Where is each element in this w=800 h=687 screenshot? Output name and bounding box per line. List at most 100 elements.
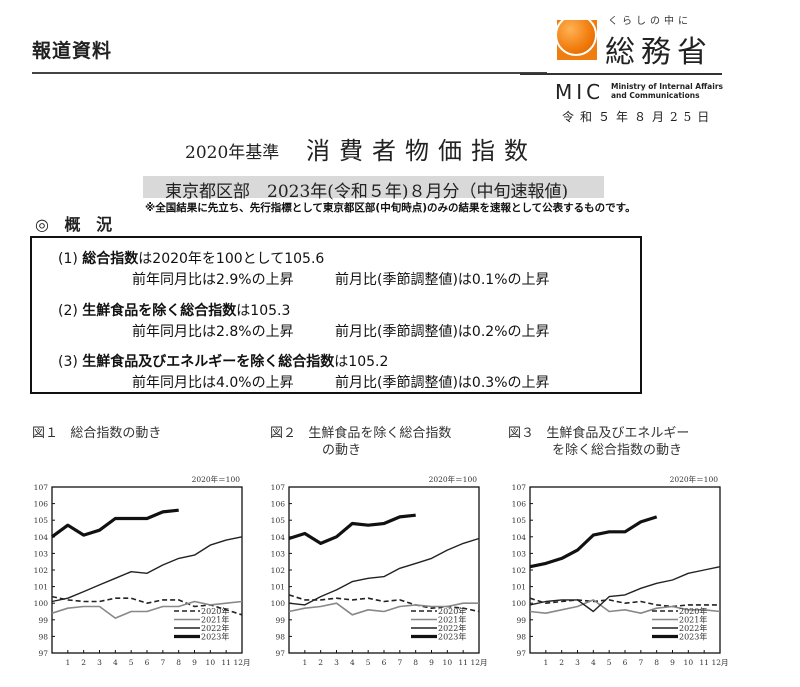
y-tick-label: 107 bbox=[512, 483, 527, 492]
logo-abbr: MIC bbox=[555, 80, 605, 104]
summary-item-1-yoy: 前年同月比は2.9%の上昇 bbox=[132, 272, 294, 288]
chart-cpi-excl-fresh-food: 2020年＝100 97 98 99 100 101 102 103 104 105 106 107 1… bbox=[259, 470, 499, 670]
legend-label: 2020年 bbox=[438, 606, 466, 616]
y-tick-label: 102 bbox=[512, 566, 527, 575]
figure-label: 図３ bbox=[508, 426, 535, 441]
logo-english-line1: Ministry of Internal Affairs bbox=[611, 82, 723, 91]
figure-title-line2: の動き bbox=[322, 443, 362, 458]
legend-label: 2021年 bbox=[201, 615, 229, 625]
y-tick-label: 98 bbox=[275, 632, 285, 641]
y-tick-label: 105 bbox=[271, 516, 286, 525]
figure-title-line1: 生鮮食品及びエネルギー bbox=[546, 426, 690, 441]
series-line-2021年 bbox=[51, 600, 243, 619]
y-tick-label: 102 bbox=[271, 566, 286, 575]
series-line-2023年 bbox=[288, 513, 416, 546]
subtitle: 東京都区部 2023年(令和５年)８月分（中旬速報値) bbox=[165, 182, 569, 202]
x-tick-label: 8 bbox=[176, 658, 181, 667]
y-tick-label: 97 bbox=[38, 649, 48, 658]
subtitle-band bbox=[143, 176, 604, 198]
x-tick-label: 7 bbox=[397, 658, 402, 667]
y-tick-label: 104 bbox=[271, 533, 286, 542]
x-tick-label: 8 bbox=[413, 658, 418, 667]
y-tick-label: 101 bbox=[34, 583, 48, 592]
y-tick-label: 101 bbox=[271, 583, 285, 592]
item-value: は105.2 bbox=[334, 354, 389, 370]
figure-title-line1: 総合指数の動き bbox=[70, 426, 162, 441]
summary-item-1-mom: 前月比(季節調整値)は0.1%の上昇 bbox=[335, 272, 550, 288]
y-tick-label: 100 bbox=[34, 599, 49, 608]
legend-label: 2021年 bbox=[438, 615, 466, 625]
x-tick-label: 8 bbox=[654, 658, 659, 667]
y-tick-label: 100 bbox=[271, 599, 286, 608]
press-release-label: 報道資料 bbox=[32, 40, 113, 62]
x-tick-label: 10 bbox=[684, 658, 694, 667]
x-tick-label: 1 bbox=[65, 658, 70, 667]
item-heading: 生鮮食品を除く総合指数 bbox=[82, 303, 237, 319]
x-tick-label: 7 bbox=[160, 658, 165, 667]
base-note: 2020年＝100 bbox=[429, 474, 478, 484]
header-rule bbox=[32, 72, 547, 74]
title-prefix: 2020年基準 bbox=[185, 143, 280, 163]
y-tick-label: 99 bbox=[516, 616, 526, 625]
legend-label: 2022年 bbox=[201, 623, 229, 633]
y-tick-label: 107 bbox=[34, 483, 49, 492]
x-tick-label: 6 bbox=[382, 658, 387, 667]
legend-label: 2020年 bbox=[679, 606, 707, 616]
logo-english: Ministry of Internal Affairs and Communi… bbox=[611, 82, 723, 100]
legend-label: 2021年 bbox=[679, 615, 707, 625]
legend-label: 2023年 bbox=[438, 632, 466, 642]
x-tick-label: 1 bbox=[543, 658, 548, 667]
chart-cpi-excl-fresh-food-energy: 2020年＝100 97 98 99 100 101 102 103 104 105 106 107 1… bbox=[500, 470, 740, 670]
x-tick-label: 4 bbox=[113, 658, 118, 667]
series-line-2022年 bbox=[288, 537, 480, 606]
x-tick-label: 11 bbox=[699, 658, 709, 667]
y-tick-label: 106 bbox=[271, 500, 286, 509]
release-date: 令和５年８月25日 bbox=[562, 110, 716, 124]
logo-tagline: くらしの中に bbox=[608, 16, 692, 27]
logo-english-line2: and Communications bbox=[611, 91, 700, 100]
summary-item-2-mom: 前月比(季節調整値)は0.2%の上昇 bbox=[335, 324, 550, 340]
summary-box: (1) 総合指数は2020年を100として105.6 前年同月比は2.9%の上昇… bbox=[30, 236, 642, 394]
x-tick-label: 12月 bbox=[233, 658, 250, 667]
series-line-2023年 bbox=[51, 508, 179, 539]
x-tick-label: 7 bbox=[638, 658, 643, 667]
x-tick-label: 6 bbox=[623, 658, 628, 667]
x-tick-label: 1 bbox=[302, 658, 307, 667]
series-line-2020年 bbox=[529, 597, 720, 608]
summary-item-2-yoy: 前年同月比は2.8%の上昇 bbox=[132, 324, 294, 340]
y-tick-label: 101 bbox=[512, 583, 526, 592]
item-value: は2020年を100として105.6 bbox=[138, 251, 325, 267]
item-number: (1) bbox=[58, 251, 78, 267]
y-tick-label: 99 bbox=[275, 616, 285, 625]
x-tick-label: 2 bbox=[81, 658, 86, 667]
section-heading: ◎ 概 況 bbox=[35, 211, 114, 235]
x-tick-label: 10 bbox=[206, 658, 216, 667]
x-tick-label: 11 bbox=[221, 658, 231, 667]
y-tick-label: 104 bbox=[512, 533, 527, 542]
summary-item-3-mom: 前月比(季節調整値)は0.3%の上昇 bbox=[335, 375, 550, 391]
item-heading: 生鮮食品及びエネルギーを除く総合指数 bbox=[82, 354, 335, 370]
item-number: (2) bbox=[58, 303, 78, 319]
note-text: ※全国結果に先立ち、先行指標として東京都区部(中旬時点)のみの結果を速報として公… bbox=[145, 202, 636, 214]
item-number: (3) bbox=[58, 354, 78, 370]
x-tick-label: 4 bbox=[350, 658, 355, 667]
figure-1-title: 図１ 総合指数の動き bbox=[32, 425, 161, 442]
base-note: 2020年＝100 bbox=[192, 474, 241, 484]
y-tick-label: 97 bbox=[516, 649, 526, 658]
y-tick-label: 105 bbox=[512, 516, 527, 525]
summary-item-3-yoy: 前年同月比は4.0%の上昇 bbox=[132, 375, 294, 391]
y-tick-label: 102 bbox=[34, 566, 49, 575]
series-line-2022年 bbox=[51, 536, 243, 603]
y-tick-label: 106 bbox=[34, 500, 49, 509]
legend-label: 2022年 bbox=[679, 623, 707, 633]
logo-rule bbox=[520, 73, 722, 75]
legend-label: 2023年 bbox=[201, 632, 229, 642]
section-label: 概 況 bbox=[64, 215, 115, 234]
y-tick-label: 103 bbox=[512, 549, 527, 558]
x-tick-label: 3 bbox=[575, 658, 580, 667]
y-tick-label: 99 bbox=[38, 616, 48, 625]
logo-name: 総務省 bbox=[605, 35, 713, 70]
series-line-2021年 bbox=[529, 599, 721, 614]
series-line-2022年 bbox=[529, 566, 721, 613]
item-heading: 総合指数 bbox=[82, 251, 139, 267]
